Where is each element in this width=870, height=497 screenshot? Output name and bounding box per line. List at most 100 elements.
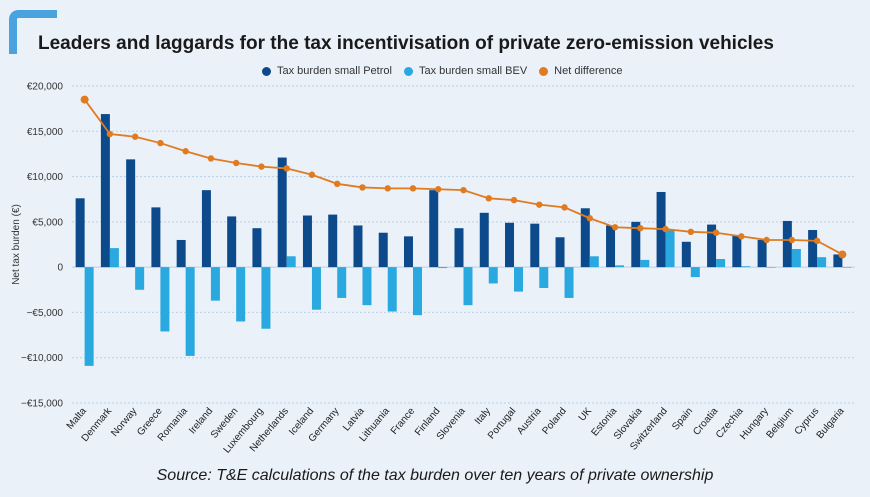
bar-petrol	[707, 224, 717, 268]
bar-bev	[842, 267, 852, 268]
net-difference-point	[586, 215, 593, 222]
x-category-label: Belgium	[764, 406, 796, 441]
legend-label-petrol: Tax burden small Petrol	[277, 65, 392, 77]
bar-petrol	[378, 232, 388, 268]
bar-bev	[514, 267, 524, 292]
legend-swatch-net	[539, 66, 549, 76]
x-category-label: UK	[577, 406, 595, 424]
bar-bev	[135, 267, 145, 290]
x-category-label: Italy	[473, 406, 493, 427]
legend-item-petrol: Tax burden small Petrol	[262, 65, 392, 77]
bar-bev	[261, 267, 271, 329]
corner-bracket-logo	[9, 10, 57, 54]
bar-bev	[791, 249, 801, 268]
bar-petrol	[631, 221, 641, 268]
bar-petrol	[227, 216, 237, 268]
net-difference-point	[637, 224, 644, 232]
bar-petrol	[176, 239, 186, 268]
net-difference-point	[813, 237, 821, 245]
x-category-label: Spain	[670, 406, 695, 433]
net-difference-point	[258, 163, 265, 170]
x-category-label: Malta	[65, 406, 89, 432]
bar-petrol	[782, 220, 792, 268]
net-difference-point	[763, 236, 770, 244]
bar-bev	[337, 267, 347, 298]
bar-bev	[741, 266, 751, 268]
net-difference-point	[131, 133, 139, 140]
bar-petrol	[403, 236, 413, 268]
legend-swatch-bev	[403, 66, 413, 76]
legend-item-bev: Tax burden small BEV	[403, 65, 528, 77]
bar-bev	[665, 230, 675, 268]
net-difference-point	[308, 171, 316, 178]
net-difference-point	[182, 148, 189, 155]
bar-bev	[817, 257, 827, 268]
bar-petrol	[580, 208, 590, 268]
net-difference-point	[662, 225, 669, 233]
bar-bev	[311, 267, 321, 310]
bar-bev	[488, 267, 498, 284]
net-difference-point	[106, 130, 114, 138]
x-category-label: Bulgaria	[815, 406, 847, 442]
net-difference-point	[712, 229, 720, 236]
bar-petrol	[681, 241, 691, 268]
net-difference-point	[384, 185, 391, 192]
bar-petrol	[757, 239, 767, 268]
bar-petrol	[302, 215, 312, 268]
bar-petrol	[75, 198, 85, 268]
net-difference-point	[435, 186, 442, 193]
bar-bev	[387, 267, 397, 312]
bar-petrol	[429, 190, 439, 268]
bar-petrol	[555, 237, 565, 268]
y-tick-label: €10,000	[27, 172, 64, 183]
bar-petrol	[454, 228, 464, 268]
bar-bev	[463, 267, 473, 306]
x-category-label: Norway	[109, 406, 139, 439]
net-difference-point	[561, 204, 568, 211]
corner-bracket-shape	[9, 10, 57, 54]
legend-label-net: Net difference	[554, 65, 623, 77]
source-note: Source: T&E calculations of the tax burd…	[156, 467, 714, 484]
bar-bev	[564, 267, 574, 298]
bar-petrol	[530, 223, 540, 268]
bar-bev	[362, 267, 372, 306]
y-tick-label: −€10,000	[21, 353, 63, 364]
bar-petrol	[505, 222, 515, 268]
net-difference-point	[536, 201, 543, 208]
bar-petrol	[100, 114, 110, 268]
net-difference-point	[334, 180, 341, 188]
chart-title: Leaders and laggards for the tax incenti…	[38, 33, 774, 54]
net-difference-point	[460, 186, 467, 194]
net-difference-point	[283, 165, 290, 172]
bar-petrol	[353, 225, 363, 268]
bar-bev	[236, 267, 246, 322]
net-difference-point	[207, 155, 215, 162]
x-category-label: Austria	[515, 406, 544, 437]
net-difference-point	[687, 228, 695, 236]
legend: Tax burden small Petrol Tax burden small…	[262, 63, 634, 79]
bar-petrol	[252, 228, 262, 268]
y-tick-label: −€15,000	[21, 399, 63, 410]
bar-petrol	[479, 212, 489, 268]
net-difference-point	[157, 139, 164, 147]
x-category-label: Poland	[540, 406, 568, 437]
y-tick-label: −€5,000	[27, 308, 64, 319]
bar-petrol	[833, 254, 843, 268]
bar-petrol	[328, 214, 338, 268]
y-tick-label: €20,000	[27, 82, 64, 93]
net-difference-point	[838, 250, 847, 259]
bar-bev	[539, 267, 549, 288]
bar-petrol	[126, 159, 136, 268]
bar-petrol	[201, 190, 211, 268]
net-difference-point	[611, 224, 619, 231]
bar-bev	[766, 267, 776, 268]
net-difference-point	[788, 236, 796, 244]
legend-label-bev: Tax burden small BEV	[418, 65, 528, 77]
bar-bev	[589, 256, 599, 268]
bar-bev	[210, 267, 220, 301]
bar-petrol	[151, 207, 161, 268]
bar-bev	[109, 248, 119, 268]
bar-petrol	[606, 225, 616, 268]
bar-petrol	[732, 235, 742, 268]
